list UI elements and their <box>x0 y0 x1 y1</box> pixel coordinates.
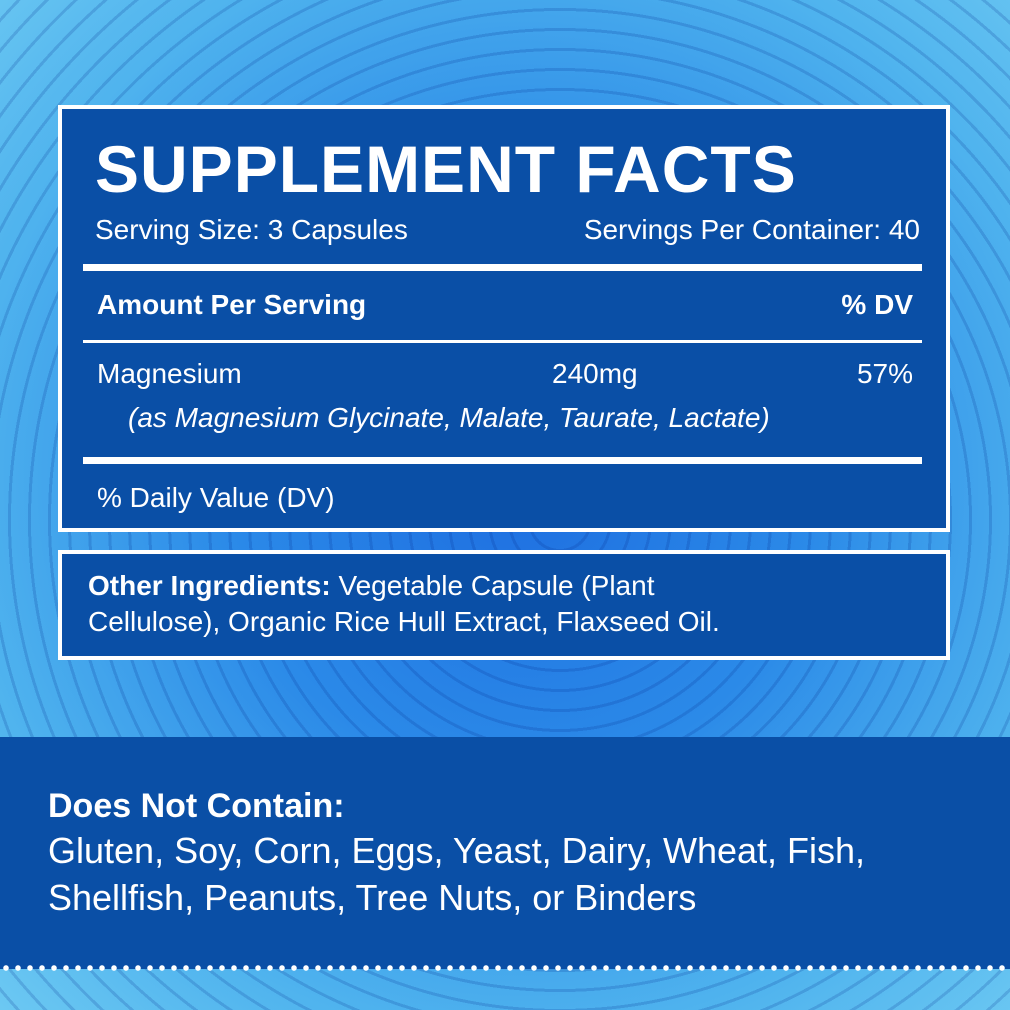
other-ingredients-label: Other Ingredients: <box>88 570 331 601</box>
panel-title: SUPPLEMENT FACTS <box>95 132 797 206</box>
ingredient-name: Magnesium <box>97 358 242 389</box>
other-ingredients-panel: Other Ingredients: Vegetable Capsule (Pl… <box>58 550 950 660</box>
ingredient-dv: 57% <box>856 358 913 389</box>
does-not-contain-title: Does Not Contain: <box>48 787 345 825</box>
other-ingredients-text-line2: Cellulose), Organic Rice Hull Extract, F… <box>88 606 720 637</box>
serving-size: Serving Size: 3 Capsules <box>95 214 408 245</box>
ingredient-amount: 240mg <box>552 358 638 389</box>
does-not-contain-band: Does Not Contain: Gluten, Soy, Corn, Egg… <box>0 737 1010 969</box>
divider-thin <box>83 340 922 343</box>
does-not-contain-line1: Gluten, Soy, Corn, Eggs, Yeast, Dairy, W… <box>48 830 866 871</box>
divider-thick <box>83 264 922 271</box>
supplement-facts-panel: SUPPLEMENT FACTS Serving Size: 3 Capsule… <box>58 105 950 532</box>
amount-per-serving-header: Amount Per Serving <box>97 289 367 320</box>
other-ingredients-text: Vegetable Capsule (Plant <box>330 570 655 601</box>
dv-header: % DV <box>841 289 913 320</box>
ingredient-source: (as Magnesium Glycinate, Malate, Taurate… <box>128 402 770 433</box>
servings-per-container: Servings Per Container: 40 <box>583 214 920 245</box>
does-not-contain-line2: Shellfish, Peanuts, Tree Nuts, or Binder… <box>48 877 697 918</box>
divider-thick <box>83 457 922 464</box>
dotted-border-bottom <box>0 965 1010 971</box>
dv-footnote: % Daily Value (DV) <box>97 482 335 513</box>
